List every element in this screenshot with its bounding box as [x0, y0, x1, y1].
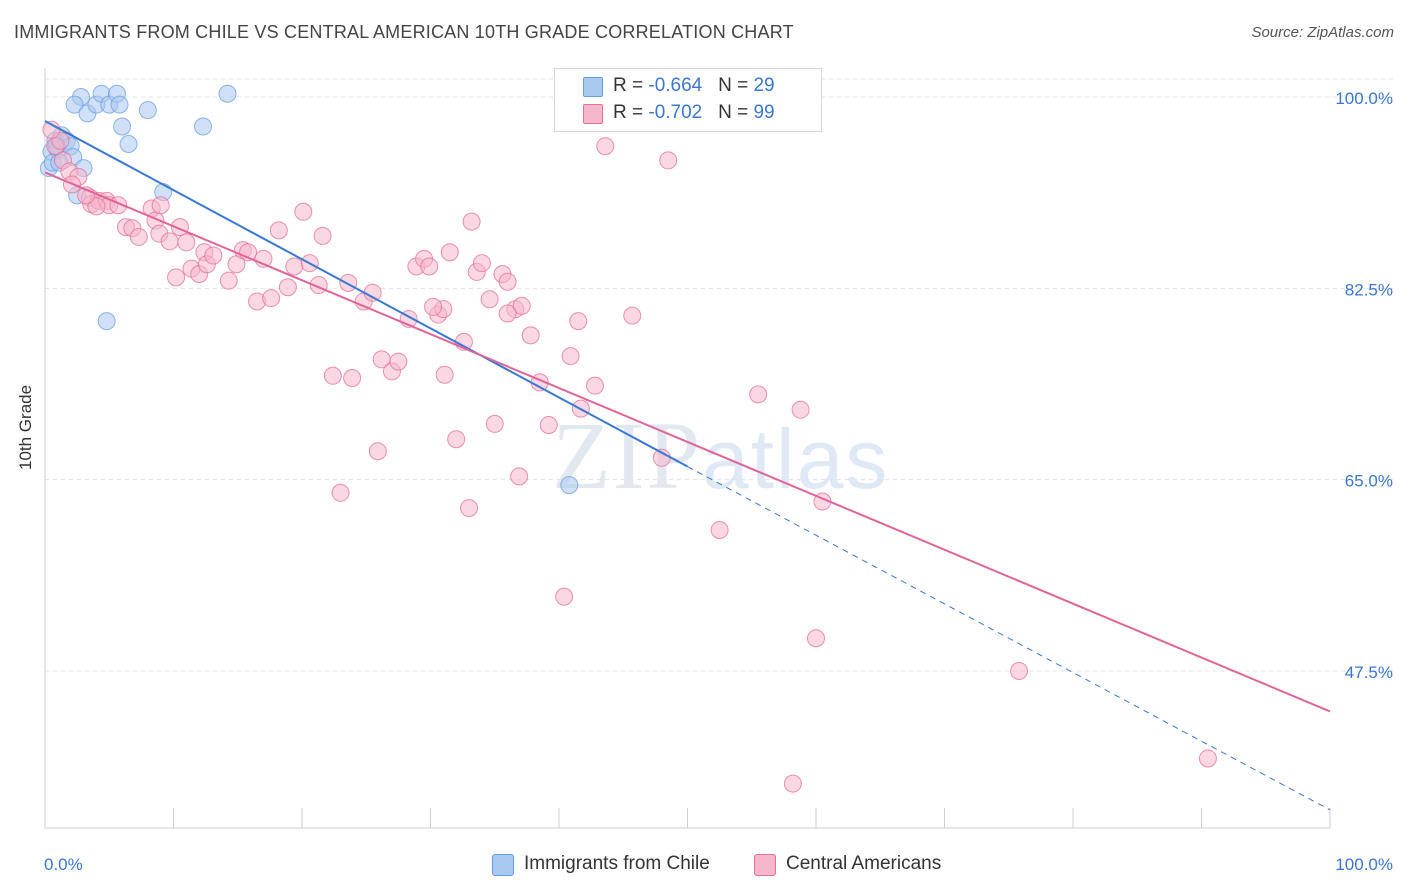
watermark: ZIPatlas	[552, 400, 889, 511]
central-point	[129, 227, 148, 246]
central-point	[460, 499, 479, 518]
y-tick-label: 47.5%	[1345, 663, 1393, 682]
central-point	[177, 233, 196, 252]
central-point	[521, 326, 540, 345]
x-tick-label: 100.0%	[1335, 855, 1393, 874]
central-point	[285, 257, 304, 276]
central-point	[710, 520, 729, 539]
central-point	[555, 587, 574, 606]
chile-point	[113, 117, 132, 136]
central-point	[498, 272, 517, 291]
chile-point	[218, 84, 237, 103]
central-point	[167, 268, 186, 287]
bottom-legend-swatch-central	[754, 854, 776, 876]
central-trendline	[44, 171, 1331, 713]
central-point	[585, 376, 604, 395]
chile-point	[65, 95, 84, 114]
chile-point	[119, 135, 138, 154]
central-point	[87, 197, 106, 216]
central-point	[435, 365, 454, 384]
central-point	[539, 416, 558, 434]
central-point	[510, 467, 529, 486]
central-point	[807, 629, 825, 648]
central-point	[462, 212, 481, 231]
central-point	[160, 232, 179, 251]
central-point	[389, 352, 408, 371]
central-point	[313, 226, 332, 245]
central-point	[151, 196, 170, 215]
central-point	[447, 430, 466, 449]
chile-point	[194, 117, 213, 136]
chile-point	[110, 95, 129, 114]
central-point	[368, 442, 387, 461]
legend-swatch-chile	[583, 77, 603, 97]
bottom-legend-label-central: Central Americans	[786, 853, 942, 874]
central-point	[569, 312, 588, 331]
legend-text-central: R = -0.702 N = 99	[613, 102, 775, 123]
y-tick-label: 82.5%	[1345, 280, 1393, 299]
chile-point	[560, 476, 579, 495]
central-point	[363, 283, 382, 302]
central-point	[323, 366, 342, 385]
central-point	[498, 304, 517, 323]
chile-trendline-extension	[687, 466, 1331, 811]
bottom-legend-label-chile: Immigrants from Chile	[524, 853, 710, 874]
chile-point	[138, 101, 157, 120]
central-point	[561, 347, 580, 366]
legend-text-chile: R = -0.664 N = 29	[613, 75, 775, 96]
central-point	[440, 243, 459, 262]
central-point	[783, 774, 802, 793]
stats-legend: R = -0.664 N = 29 R = -0.702 N = 99	[554, 68, 822, 132]
legend-swatch-central	[583, 104, 603, 124]
central-point	[331, 483, 350, 502]
chart-title: IMMIGRANTS FROM CHILE VS CENTRAL AMERICA…	[14, 22, 794, 42]
central-point	[512, 296, 531, 315]
chile-trendline	[44, 120, 688, 468]
central-point	[472, 254, 491, 273]
central-point	[659, 151, 678, 170]
central-point	[424, 297, 443, 316]
watermark-atlas: atlas	[702, 412, 890, 506]
central-point	[294, 202, 313, 221]
central-point	[596, 137, 615, 156]
central-point	[623, 306, 642, 325]
y-tick-label: 65.0%	[1345, 472, 1393, 491]
source-label: Source: ZipAtlas.com	[1251, 24, 1394, 41]
central-point	[343, 368, 362, 387]
central-point	[1198, 749, 1217, 768]
central-point	[485, 414, 504, 433]
central-point	[262, 289, 281, 308]
central-point	[219, 271, 238, 290]
chile-point	[97, 312, 116, 331]
central-point	[749, 385, 768, 404]
central-point	[420, 257, 439, 276]
y-tick-label: 100.0%	[1335, 89, 1393, 108]
central-point	[791, 400, 810, 419]
x-tick-label: 0.0%	[44, 855, 83, 874]
central-point	[204, 246, 223, 265]
central-point	[278, 278, 297, 297]
central-point	[339, 273, 358, 292]
bottom-legend-swatch-chile	[492, 854, 514, 876]
central-point	[480, 290, 499, 309]
central-point	[1010, 662, 1029, 680]
watermark-zip: ZIP	[552, 402, 702, 509]
central-point	[269, 221, 288, 240]
